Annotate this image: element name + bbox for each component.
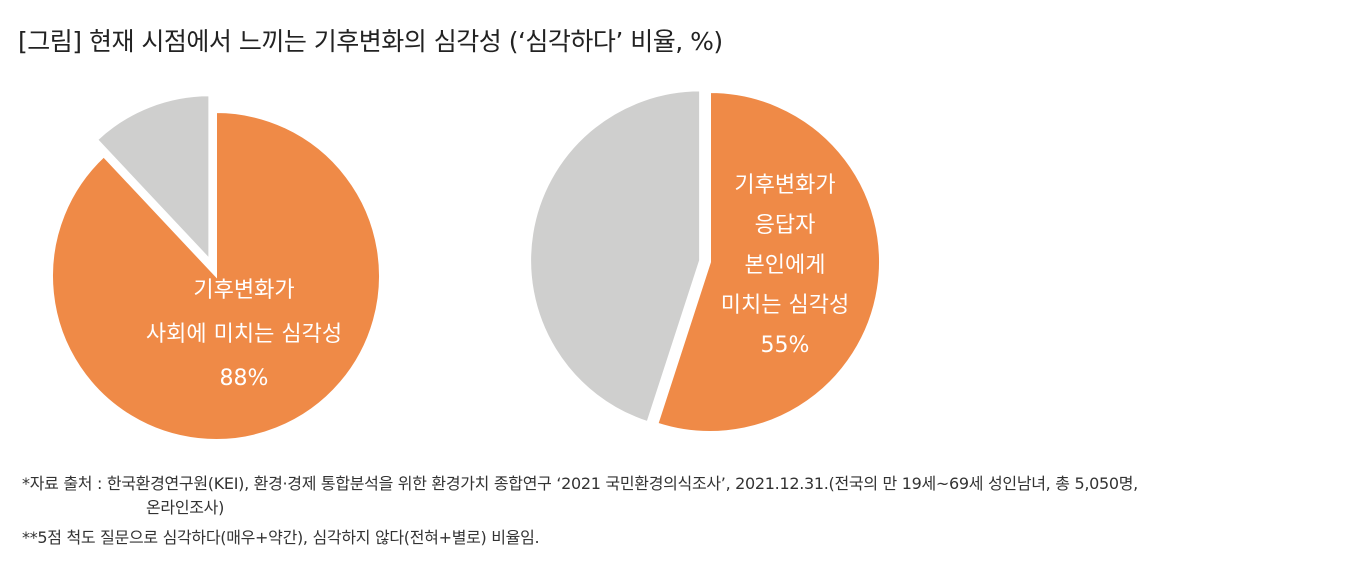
- pie-label-line: 본인에게: [745, 253, 826, 278]
- pie-label-line: 기후변화가: [734, 173, 835, 198]
- pie-label-line: 사회에 미치는 심각성: [146, 322, 342, 347]
- pie-label-line: 기후변화가: [193, 278, 294, 303]
- pie-percent-label: 55%: [761, 333, 810, 358]
- pie-percent-label: 88%: [220, 366, 269, 391]
- pie-slice-serious: [656, 90, 881, 433]
- source-note: *자료 출처 : 한국환경연구원(KEI), 환경·경제 통합분석을 위한 환경…: [22, 474, 1138, 493]
- scale-note: **5점 척도 질문으로 심각하다(매우+약간), 심각하지 않다(전혀+별로)…: [22, 528, 540, 547]
- pie-label-line: 응답자: [755, 213, 816, 238]
- pie-slice-serious: [51, 110, 381, 441]
- chart-title: [그림] 현재 시점에서 느끼는 기후변화의 심각성 (‘심각하다’ 비율, %…: [18, 27, 723, 56]
- pie-slice-other: [529, 89, 702, 424]
- source-note-continued: 온라인조사): [146, 498, 225, 517]
- pie-slice-other: [95, 94, 211, 262]
- pie-label-line: 미치는 심각성: [721, 293, 849, 318]
